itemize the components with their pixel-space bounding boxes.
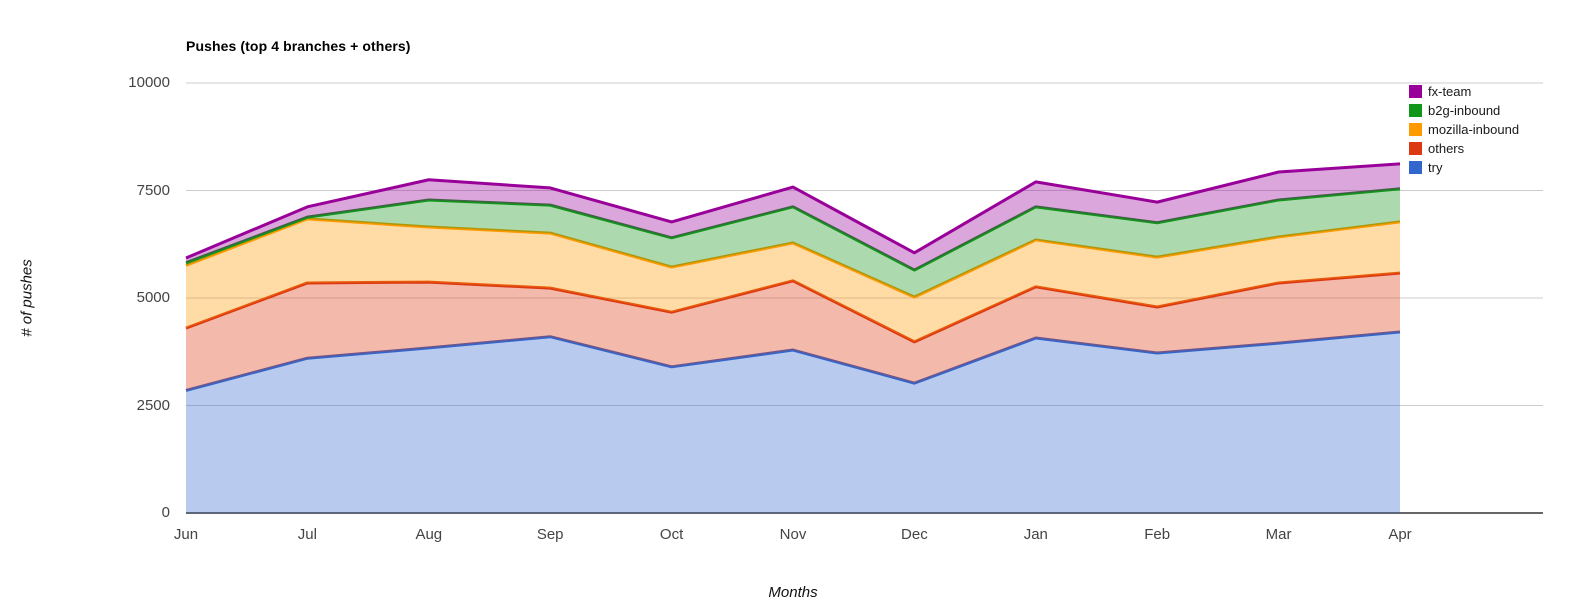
legend-label: others <box>1428 141 1465 156</box>
x-tick-label-apr: Apr <box>1388 526 1412 543</box>
line-b2g-inbound <box>185 187 1401 272</box>
legend-label: try <box>1428 160 1443 175</box>
x-tick-label-nov: Nov <box>779 526 807 543</box>
line-fx-team <box>185 162 1401 260</box>
legend-item-mozilla-inbound: mozilla-inbound <box>1409 120 1519 139</box>
legend-label: mozilla-inbound <box>1428 122 1520 137</box>
legend-item-b2g-inbound: b2g-inbound <box>1409 101 1519 120</box>
x-tick-label-dec: Dec <box>901 526 928 543</box>
x-tick-label-aug: Aug <box>415 526 443 543</box>
legend-swatch-icon <box>1409 161 1422 174</box>
line-try <box>185 330 1401 392</box>
line-mozilla-inbound <box>185 217 1401 299</box>
x-tick-label-sep: Sep <box>536 526 564 543</box>
legend-item-fx-team: fx-team <box>1409 82 1519 101</box>
y-tick-label: 2500 <box>136 396 170 414</box>
legend-swatch-icon <box>1409 104 1422 117</box>
x-tick-label-mar: Mar <box>1265 526 1292 543</box>
chart-title: Pushes (top 4 branches + others) <box>186 38 411 54</box>
x-tick-label-jul: Jul <box>297 526 317 543</box>
y-tick-label: 5000 <box>136 289 170 306</box>
area-fx-team <box>186 163 1400 271</box>
legend-swatch-icon <box>1409 85 1422 98</box>
area-others <box>186 273 1400 391</box>
line-others <box>185 271 1401 344</box>
legend-swatch-icon <box>1409 123 1422 136</box>
y-tick-label: 7500 <box>136 181 170 199</box>
x-tick-label-oct: Oct <box>659 526 684 543</box>
y-tick-label: 10000 <box>128 74 170 91</box>
x-axis-title: Months <box>768 584 818 601</box>
legend-label: b2g-inbound <box>1428 103 1501 118</box>
legend: fx-team b2g-inbound mozilla-inbound others t… <box>1409 82 1519 177</box>
legend-item-others: others <box>1409 139 1519 158</box>
x-tick-label-jun: Jun <box>173 526 199 543</box>
x-tick-label-feb: Feb <box>1144 526 1171 543</box>
area-try <box>186 331 1400 513</box>
x-tick-label-jan: Jan <box>1023 526 1048 543</box>
legend-item-try: try <box>1409 158 1519 177</box>
legend-swatch-icon <box>1409 142 1422 155</box>
y-tick-label: 0 <box>161 504 170 521</box>
legend-label: fx-team <box>1428 84 1472 99</box>
